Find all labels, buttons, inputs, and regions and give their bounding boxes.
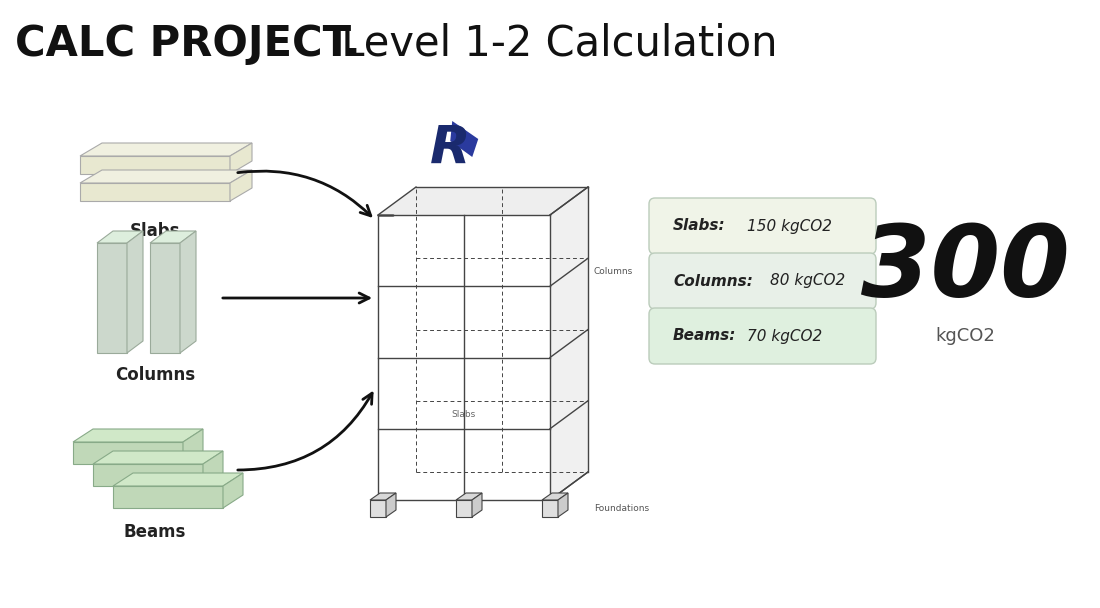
Polygon shape: [456, 500, 472, 517]
Text: Foundations: Foundations: [594, 504, 649, 513]
Text: 150 kgCO2: 150 kgCO2: [747, 218, 832, 233]
Text: Beams: Beams: [124, 523, 186, 541]
Polygon shape: [94, 464, 204, 486]
Text: R: R: [430, 123, 471, 175]
Text: Slabs:: Slabs:: [673, 218, 726, 233]
Polygon shape: [80, 183, 230, 201]
Polygon shape: [378, 187, 588, 215]
Text: 80 kgCO2: 80 kgCO2: [770, 274, 845, 289]
Polygon shape: [558, 493, 568, 517]
Polygon shape: [550, 187, 588, 500]
Text: Slabs: Slabs: [130, 222, 180, 240]
Polygon shape: [450, 121, 478, 157]
Text: Beams:: Beams:: [673, 328, 736, 344]
Polygon shape: [180, 231, 196, 353]
Text: Slabs: Slabs: [452, 410, 476, 419]
Polygon shape: [97, 243, 126, 353]
Polygon shape: [94, 451, 223, 464]
Text: 300: 300: [860, 221, 1069, 319]
Polygon shape: [204, 451, 223, 486]
Polygon shape: [80, 156, 230, 174]
Polygon shape: [472, 493, 482, 517]
Text: CALC PROJECT.: CALC PROJECT.: [15, 23, 361, 65]
Polygon shape: [223, 473, 243, 508]
Polygon shape: [97, 231, 143, 243]
Polygon shape: [73, 442, 183, 464]
Polygon shape: [113, 486, 223, 508]
Polygon shape: [370, 493, 396, 500]
Polygon shape: [370, 500, 386, 517]
Polygon shape: [126, 231, 143, 353]
Polygon shape: [230, 170, 252, 201]
Polygon shape: [542, 493, 568, 500]
Polygon shape: [386, 493, 396, 517]
Polygon shape: [150, 243, 180, 353]
Polygon shape: [113, 473, 243, 486]
Polygon shape: [542, 500, 558, 517]
Polygon shape: [80, 170, 252, 183]
Polygon shape: [230, 143, 252, 174]
Polygon shape: [378, 215, 550, 500]
Text: Columns: Columns: [594, 268, 634, 277]
Text: 70 kgCO2: 70 kgCO2: [747, 328, 823, 344]
Text: kgCO2: kgCO2: [935, 327, 994, 345]
Polygon shape: [73, 429, 204, 442]
Polygon shape: [80, 143, 252, 156]
FancyBboxPatch shape: [649, 198, 876, 254]
Text: Columns:: Columns:: [673, 274, 752, 289]
FancyBboxPatch shape: [649, 308, 876, 364]
Text: Level 1-2 Calculation: Level 1-2 Calculation: [328, 23, 778, 65]
FancyBboxPatch shape: [649, 253, 876, 309]
Polygon shape: [150, 231, 196, 243]
Polygon shape: [183, 429, 204, 464]
Text: Columns: Columns: [114, 366, 195, 384]
Polygon shape: [456, 493, 482, 500]
